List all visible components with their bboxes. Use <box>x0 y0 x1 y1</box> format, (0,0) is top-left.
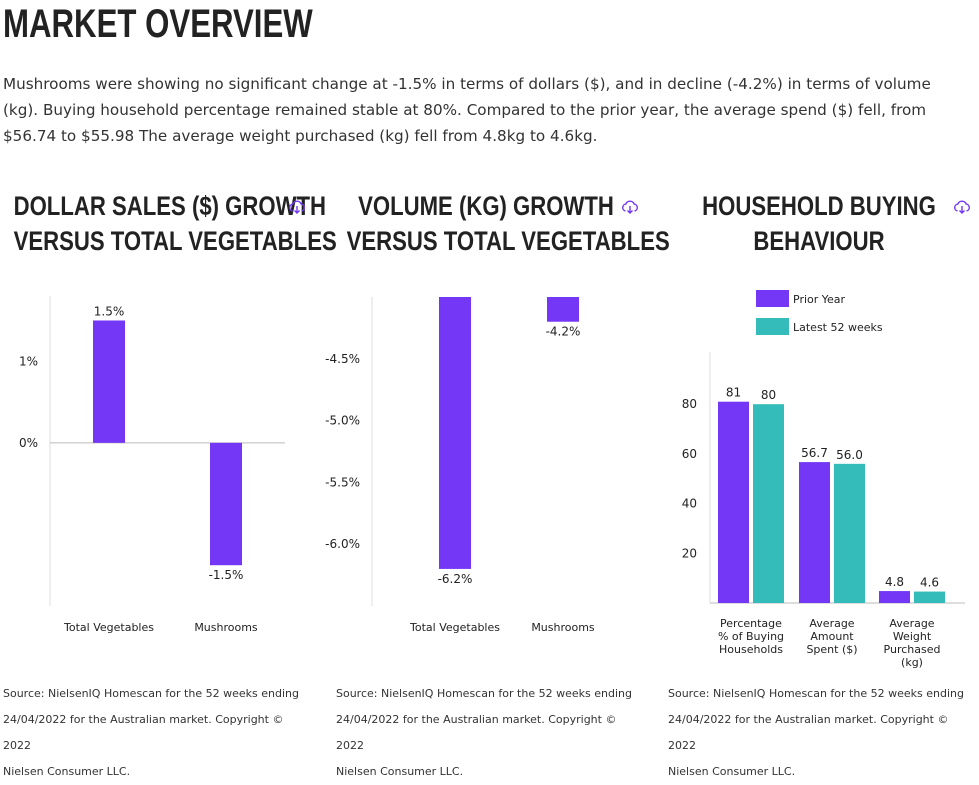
chart3-category-label: (kg) <box>901 656 923 669</box>
chart1-bar <box>93 320 125 443</box>
page-title: MARKET OVERVIEW <box>3 2 313 46</box>
cloud-download-icon[interactable] <box>953 198 971 216</box>
chart3-bar <box>718 401 749 603</box>
chart1-title-line2: VERSUS TOTAL VEGETABLES <box>13 226 337 256</box>
chart1-source-line1: Source: NielsenIQ Homescan for the 52 we… <box>3 687 299 700</box>
chart3-legend-swatch <box>756 318 789 335</box>
chart2-bar <box>439 297 471 569</box>
chart3-data-label: 4.8 <box>885 575 904 589</box>
chart2-bar <box>547 297 579 322</box>
chart3-data-label: 4.6 <box>920 576 939 590</box>
chart2-title-line2: VERSUS TOTAL VEGETABLES <box>346 226 670 256</box>
chart3-legend-label: Latest 52 weeks <box>793 321 883 334</box>
cloud-download-icon[interactable] <box>621 198 639 216</box>
chart3-category-label: Weight <box>893 630 932 643</box>
chart1-y-tick-label: 0% <box>19 436 38 450</box>
chart2-y-tick-label: -5.5% <box>325 475 360 489</box>
chart1-source-line2: 24/04/2022 for the Australian market. Co… <box>3 713 284 752</box>
chart3-title-line2: BEHAVIOUR <box>753 226 885 256</box>
chart2-source-line1: Source: NielsenIQ Homescan for the 52 we… <box>336 687 632 700</box>
chart2-data-label: -6.2% <box>438 572 473 586</box>
chart2-category-label: Mushrooms <box>531 621 595 634</box>
chart3-category-label: Percentage <box>720 617 782 630</box>
cloud-download-icon[interactable] <box>288 198 306 216</box>
chart3-source: Source: NielsenIQ Homescan for the 52 we… <box>668 681 968 785</box>
chart3-category-label: % of Buying <box>718 630 784 643</box>
chart1-title: DOLLAR SALES ($) GROWTH VERSUS TOTAL VEG… <box>13 189 337 259</box>
chart1-title-line1: DOLLAR SALES ($) GROWTH <box>13 191 327 221</box>
chart3-category-label: Purchased <box>884 643 941 656</box>
chart3-y-tick-label: 60 <box>682 447 697 461</box>
chart1-category-label: Mushrooms <box>194 621 258 634</box>
chart2-y-tick-label: -6.0% <box>325 537 360 551</box>
intro-paragraph: Mushrooms were showing no significant ch… <box>3 75 931 145</box>
chart3-title: HOUSEHOLD BUYING BEHAVIOUR <box>680 189 959 259</box>
chart3-data-label: 81 <box>726 386 741 400</box>
chart3-y-tick-label: 80 <box>682 397 697 411</box>
chart3-y-tick-label: 40 <box>682 497 697 511</box>
chart1-data-label: -1.5% <box>209 568 244 582</box>
chart3-category-label: Amount <box>810 630 854 643</box>
chart3-data-label: 80 <box>761 388 776 402</box>
chart3-bar <box>753 404 784 603</box>
chart3-data-label: 56.7 <box>801 446 828 460</box>
chart2-source: Source: NielsenIQ Homescan for the 52 we… <box>336 681 636 785</box>
chart2-category-label: Total Vegetables <box>409 621 500 634</box>
chart3-legend-label: Prior Year <box>793 293 846 306</box>
chart3-bar <box>834 463 865 603</box>
chart3-source-line2: 24/04/2022 for the Australian market. Co… <box>668 713 949 752</box>
chart1-data-label: 1.5% <box>94 304 125 318</box>
chart3-category-label: Spent ($) <box>806 643 857 656</box>
charts-canvas: 0% 1% 1.5% Total Vegetables -1.5% Mushrooms -4… <box>19 290 965 669</box>
chart3-bar <box>879 591 910 603</box>
chart1-source: Source: NielsenIQ Homescan for the 52 we… <box>3 681 303 785</box>
chart2-y-tick-label: -4.5% <box>325 352 360 366</box>
chart3-source-line3: Nielsen Consumer LLC. <box>668 765 796 778</box>
chart2-title-line1: VOLUME (KG) GROWTH <box>358 191 614 221</box>
chart1-category-label: Total Vegetables <box>63 621 154 634</box>
chart1-bar <box>210 442 242 566</box>
chart2-data-label: -4.2% <box>546 325 581 339</box>
chart3-source-line1: Source: NielsenIQ Homescan for the 52 we… <box>668 687 964 700</box>
chart2-source-line2: 24/04/2022 for the Australian market. Co… <box>336 713 617 752</box>
chart3-category-label: Households <box>719 643 783 656</box>
chart2-title: VOLUME (KG) GROWTH VERSUS TOTAL VEGETABL… <box>346 189 670 259</box>
chart3-category-label: Average <box>889 617 934 630</box>
chart3-category-label: Average <box>809 617 854 630</box>
chart3-legend-swatch <box>756 290 789 307</box>
chart2-source-line3: Nielsen Consumer LLC. <box>336 765 464 778</box>
chart3-bar <box>914 591 945 603</box>
chart3-bar <box>799 462 830 603</box>
chart1-y-tick-label: 1% <box>19 354 38 368</box>
chart1-source-line3: Nielsen Consumer LLC. <box>3 765 131 778</box>
chart2-y-tick-label: -5.0% <box>325 414 360 428</box>
chart3-title-line1: HOUSEHOLD BUYING <box>702 191 936 221</box>
chart3-y-tick-label: 20 <box>682 546 697 560</box>
chart3-data-label: 56.0 <box>836 448 863 462</box>
